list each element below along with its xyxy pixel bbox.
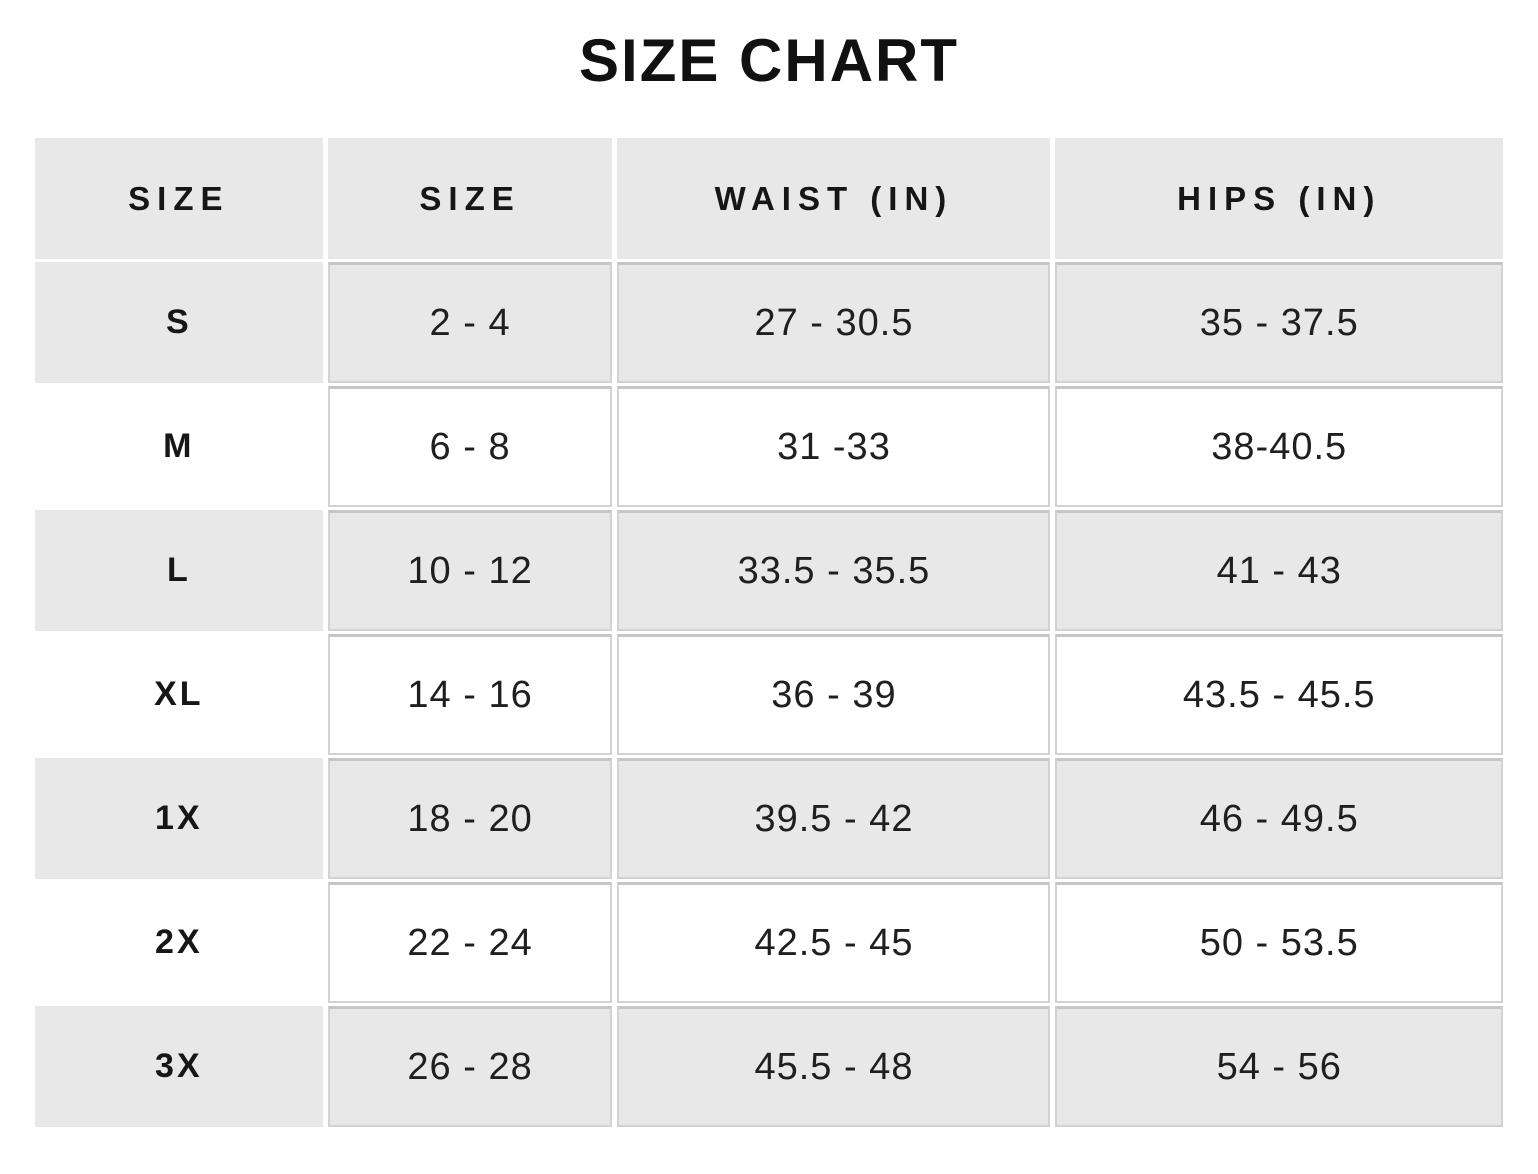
- column-header-hips: HIPS (IN): [1055, 138, 1503, 259]
- waist-range-cell: 39.5 - 42: [617, 758, 1051, 879]
- hips-range-cell: 35 - 37.5: [1055, 262, 1503, 383]
- hips-range-cell: 43.5 - 45.5: [1055, 634, 1503, 755]
- size-label-cell: 3X: [35, 1006, 323, 1127]
- table-row-m: M 6 - 8 31 -33 38-40.5: [35, 386, 1503, 507]
- waist-range-cell: 42.5 - 45: [617, 882, 1051, 1003]
- waist-range-cell: 33.5 - 35.5: [617, 510, 1051, 631]
- hips-range-cell: 38-40.5: [1055, 386, 1503, 507]
- table-row-s: S 2 - 4 27 - 30.5 35 - 37.5: [35, 262, 1503, 383]
- column-header-size-number: SIZE: [327, 138, 613, 259]
- column-header-waist: WAIST (IN): [617, 138, 1051, 259]
- hips-range-cell: 41 - 43: [1055, 510, 1503, 631]
- size-label-cell: L: [35, 510, 323, 631]
- hips-range-cell: 46 - 49.5: [1055, 758, 1503, 879]
- size-range-cell: 18 - 20: [327, 758, 613, 879]
- size-range-cell: 14 - 16: [327, 634, 613, 755]
- size-range-cell: 10 - 12: [327, 510, 613, 631]
- page-title: SIZE CHART: [579, 27, 959, 94]
- size-label-cell: XL: [35, 634, 323, 755]
- hips-range-cell: 54 - 56: [1055, 1006, 1503, 1127]
- size-label-cell: 1X: [35, 758, 323, 879]
- header-row: SIZE SIZE WAIST (IN) HIPS (IN): [35, 138, 1503, 259]
- waist-range-cell: 45.5 - 48: [617, 1006, 1051, 1127]
- waist-range-cell: 27 - 30.5: [617, 262, 1051, 383]
- hips-range-cell: 50 - 53.5: [1055, 882, 1503, 1003]
- size-chart-table: SIZE SIZE WAIST (IN) HIPS (IN) S 2 - 4 2…: [30, 135, 1508, 1130]
- size-label-cell: S: [35, 262, 323, 383]
- column-header-size-letter: SIZE: [35, 138, 323, 259]
- table-row-3x: 3X 26 - 28 45.5 - 48 54 - 56: [35, 1006, 1503, 1127]
- waist-range-cell: 36 - 39: [617, 634, 1051, 755]
- size-range-cell: 6 - 8: [327, 386, 613, 507]
- size-label-cell: 2X: [35, 882, 323, 1003]
- size-range-cell: 2 - 4: [327, 262, 613, 383]
- table-row-2x: 2X 22 - 24 42.5 - 45 50 - 53.5: [35, 882, 1503, 1003]
- waist-range-cell: 31 -33: [617, 386, 1051, 507]
- table-row-l: L 10 - 12 33.5 - 35.5 41 - 43: [35, 510, 1503, 631]
- table-row-1x: 1X 18 - 20 39.5 - 42 46 - 49.5: [35, 758, 1503, 879]
- table-row-xl: XL 14 - 16 36 - 39 43.5 - 45.5: [35, 634, 1503, 755]
- size-range-cell: 22 - 24: [327, 882, 613, 1003]
- size-range-cell: 26 - 28: [327, 1006, 613, 1127]
- size-label-cell: M: [35, 386, 323, 507]
